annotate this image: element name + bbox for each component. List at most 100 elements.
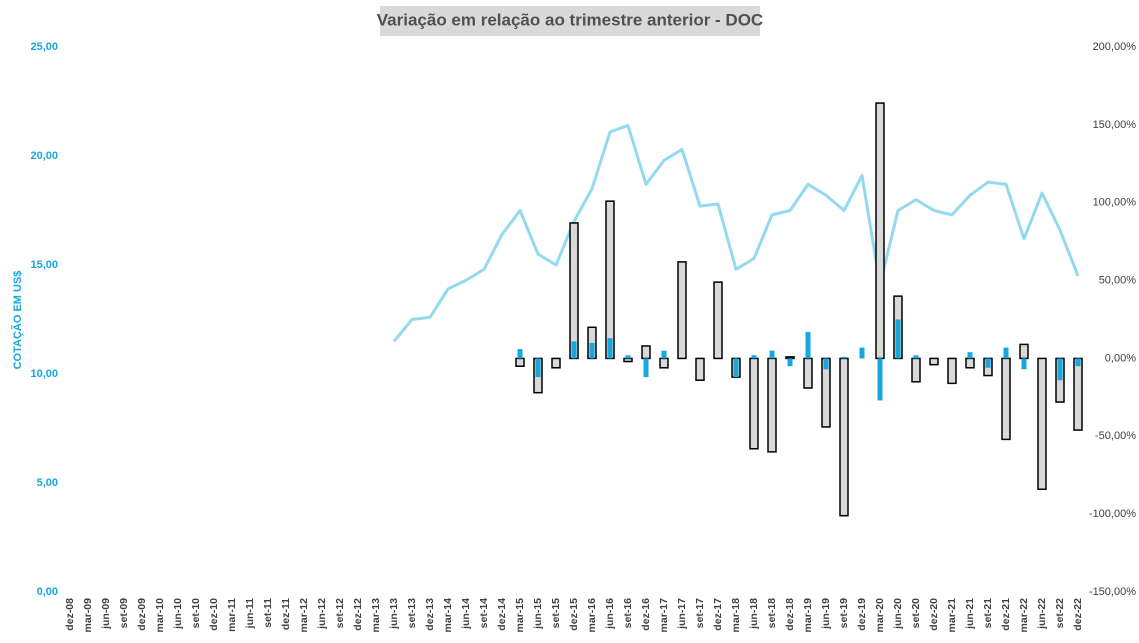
x-tick-label: dez-12 — [352, 598, 364, 631]
x-tick-label: jun-12 — [316, 598, 328, 630]
bar — [733, 358, 739, 378]
bar — [947, 357, 957, 385]
y-tick-label: 25,00 — [30, 41, 58, 53]
bar — [985, 358, 991, 368]
bar — [713, 281, 723, 360]
bar — [661, 350, 667, 359]
x-tick-label: jun-19 — [820, 598, 832, 630]
x-tick-label: set-15 — [550, 598, 562, 629]
bar — [659, 357, 669, 369]
bar — [875, 102, 885, 360]
x-tick-label: dez-09 — [136, 598, 148, 631]
chart-title: Variação em relação ao trimestre anterio… — [377, 10, 763, 29]
bar — [785, 356, 795, 360]
bar — [1001, 357, 1011, 441]
bar — [1057, 358, 1063, 381]
x-tick-label: dez-17 — [712, 598, 724, 631]
bar — [571, 341, 577, 359]
x-tick-label: jun-22 — [1036, 598, 1048, 630]
bar — [749, 357, 759, 450]
x-tick-label: jun-17 — [676, 598, 688, 630]
x-tick-label: mar-13 — [370, 598, 382, 633]
x-tick-label: dez-08 — [64, 598, 76, 631]
bar — [1075, 358, 1081, 367]
bar — [911, 357, 921, 383]
y2-tick-label: -50,00% — [1095, 430, 1136, 442]
bar — [1019, 343, 1029, 360]
bar — [913, 355, 919, 359]
x-tick-label: set-13 — [406, 598, 418, 629]
x-tick-label: set-18 — [766, 598, 778, 629]
y2-tick-label: 150,00% — [1093, 119, 1137, 131]
x-tick-label: dez-20 — [928, 598, 940, 631]
x-tick-label: dez-10 — [208, 598, 220, 631]
x-tick-label: mar-15 — [514, 598, 526, 633]
x-tick-label: mar-09 — [82, 598, 94, 633]
x-tick-label: mar-10 — [154, 598, 166, 633]
bar — [515, 357, 525, 367]
x-tick-label: set-11 — [262, 598, 274, 628]
x-tick-label: set-14 — [478, 598, 490, 629]
x-tick-label: dez-14 — [496, 598, 508, 631]
x-tick-label: dez-13 — [424, 598, 436, 631]
x-tick-label: mar-14 — [442, 598, 454, 633]
x-tick-label: set-12 — [334, 598, 346, 629]
x-tick-label: jun-16 — [604, 598, 616, 630]
x-tick-label: mar-16 — [586, 598, 598, 633]
x-tick-label: dez-16 — [640, 598, 652, 631]
bar — [1021, 358, 1027, 370]
x-tick-label: mar-17 — [658, 598, 670, 633]
x-tick-label: set-20 — [910, 598, 922, 629]
bar — [517, 349, 523, 359]
x-tick-label: dez-11 — [280, 598, 292, 630]
x-tick-label: jun-14 — [460, 598, 472, 630]
bar — [839, 357, 849, 517]
y2-tick-label: 100,00% — [1093, 197, 1137, 209]
x-tick-label: dez-18 — [784, 598, 796, 631]
bar — [767, 357, 777, 453]
x-tick-label: dez-21 — [1000, 598, 1012, 631]
x-tick-label: set-17 — [694, 598, 706, 629]
bar — [607, 338, 613, 359]
bar — [589, 342, 595, 359]
x-tick-label: jun-18 — [748, 598, 760, 630]
x-tick-label: set-19 — [838, 598, 850, 629]
bar — [677, 261, 687, 360]
bar — [803, 357, 813, 389]
y-tick-label: 5,00 — [37, 477, 58, 489]
bar — [643, 358, 649, 378]
y2-tick-label: 50,00% — [1099, 274, 1137, 286]
y-tick-label: 0,00 — [37, 586, 58, 598]
bar — [551, 357, 561, 369]
bar — [805, 331, 811, 359]
x-tick-label: mar-20 — [874, 598, 886, 633]
bar — [1037, 357, 1047, 490]
x-tick-label: jun-10 — [172, 598, 184, 630]
bar — [695, 357, 705, 381]
bar — [769, 350, 775, 359]
bar — [751, 355, 757, 359]
bar — [787, 358, 793, 367]
x-tick-label: mar-11 — [226, 598, 238, 632]
x-tick-label: dez-22 — [1072, 598, 1084, 631]
x-tick-label: dez-15 — [568, 598, 580, 631]
bar — [569, 222, 579, 360]
x-tick-label: set-22 — [1054, 598, 1066, 629]
x-tick-label: jun-11 — [244, 598, 256, 630]
title-background — [380, 6, 760, 36]
x-tick-label: dez-19 — [856, 598, 868, 631]
x-tick-label: jun-20 — [892, 598, 904, 630]
y-tick-label: 20,00 — [30, 150, 58, 162]
x-tick-label: set-21 — [982, 598, 994, 629]
bar — [967, 352, 973, 359]
x-tick-label: set-10 — [190, 598, 202, 629]
bar — [605, 200, 615, 360]
bar — [823, 358, 829, 370]
x-tick-label: set-09 — [118, 598, 130, 629]
y-tick-label: 10,00 — [30, 368, 58, 380]
bar — [623, 357, 633, 363]
x-tick-label: jun-13 — [388, 598, 400, 630]
x-tick-label: mar-19 — [802, 598, 814, 633]
bar — [625, 355, 631, 359]
